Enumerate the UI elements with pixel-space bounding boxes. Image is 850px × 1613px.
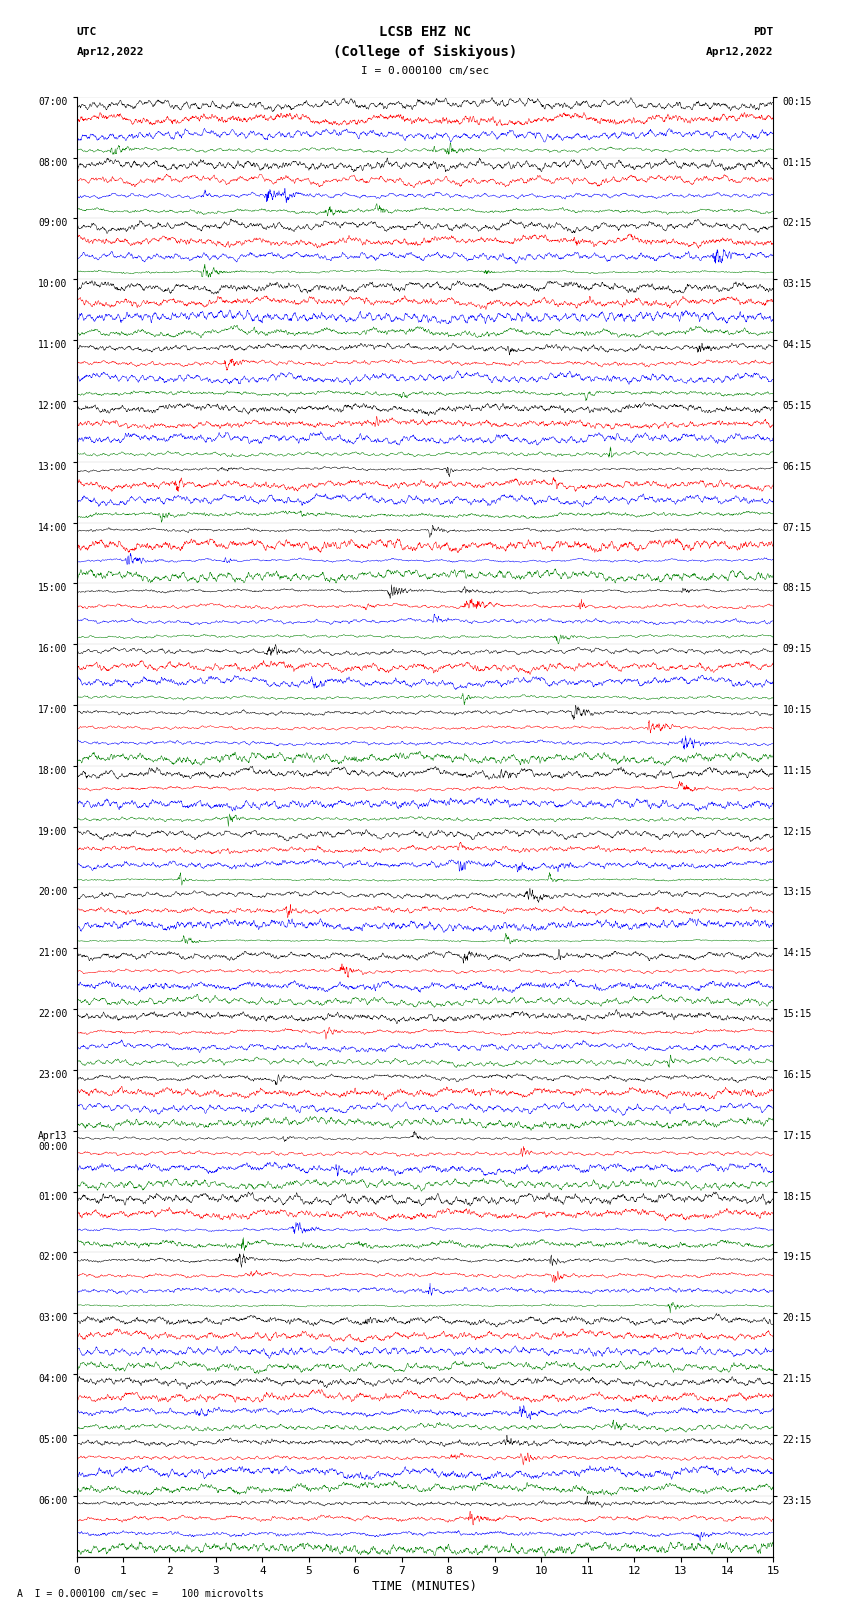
X-axis label: TIME (MINUTES): TIME (MINUTES) xyxy=(372,1581,478,1594)
Text: Apr12,2022: Apr12,2022 xyxy=(706,47,774,56)
Text: Apr12,2022: Apr12,2022 xyxy=(76,47,144,56)
Text: PDT: PDT xyxy=(753,27,774,37)
Text: UTC: UTC xyxy=(76,27,97,37)
Text: A  I = 0.000100 cm/sec =    100 microvolts: A I = 0.000100 cm/sec = 100 microvolts xyxy=(17,1589,264,1598)
Text: (College of Siskiyous): (College of Siskiyous) xyxy=(333,45,517,58)
Text: I = 0.000100 cm/sec: I = 0.000100 cm/sec xyxy=(361,66,489,76)
Text: LCSB EHZ NC: LCSB EHZ NC xyxy=(379,26,471,39)
